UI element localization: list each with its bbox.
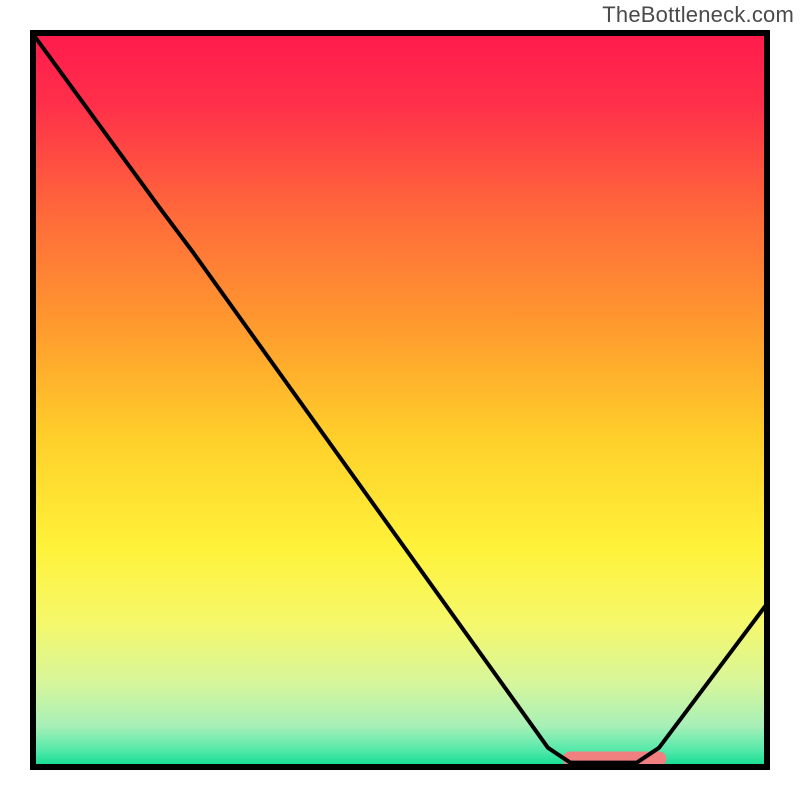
- plot-area: [30, 30, 770, 770]
- gradient-background: [30, 30, 770, 770]
- watermark-text: TheBottleneck.com: [602, 2, 794, 28]
- figure-canvas: TheBottleneck.com: [0, 0, 800, 800]
- chart-svg: [30, 30, 770, 770]
